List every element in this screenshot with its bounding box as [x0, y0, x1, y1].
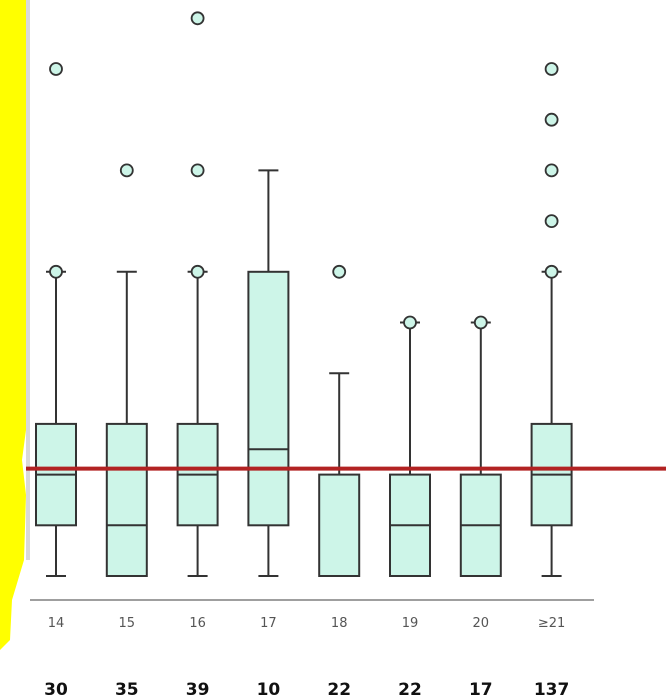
count-label-cat-4: 22 — [327, 680, 351, 699]
outlier-point-cat-7-1 — [544, 214, 559, 229]
outlier-point-cat-6-0 — [473, 315, 488, 330]
outlier-point-cat-7-0 — [544, 264, 559, 279]
sidebar-shadow — [26, 0, 30, 560]
x-tick-label-cat-6: 20 — [473, 616, 490, 631]
outlier-point-cat-7-2 — [544, 163, 559, 178]
x-tick-label-cat-3: 17 — [260, 616, 277, 631]
outlier-point-cat-4-0 — [332, 264, 347, 279]
sidebar-panel — [0, 0, 26, 650]
count-label-cat-2: 39 — [186, 680, 210, 699]
count-label-cat-6: 17 — [469, 680, 493, 699]
outlier-point-cat-2-0 — [190, 264, 205, 279]
x-tick-label-cat-4: 18 — [331, 616, 348, 631]
count-label-cat-3: 10 — [257, 680, 281, 699]
outlier-point-cat-7-3 — [544, 112, 559, 127]
x-tick-label-cat-7: ≥21 — [538, 616, 565, 631]
count-label-cat-5: 22 — [398, 680, 422, 699]
count-label-cat-1: 35 — [115, 680, 139, 699]
x-tick-label-cat-5: 19 — [402, 616, 419, 631]
outlier-point-cat-0-0 — [49, 264, 63, 279]
count-label-cat-7: 137 — [534, 680, 570, 699]
x-tick-label-cat-2: 16 — [189, 616, 206, 631]
outlier-point-cat-5-0 — [403, 315, 417, 330]
x-tick-label-cat-1: 15 — [119, 616, 136, 631]
outlier-point-cat-2-2 — [190, 11, 205, 26]
outlier-point-cat-2-1 — [190, 163, 205, 178]
outlier-point-cat-1-0 — [119, 163, 134, 178]
box-cat-1 — [105, 422, 148, 577]
count-label-cat-0: 30 — [44, 680, 68, 699]
box-cat-4 — [318, 473, 361, 578]
outlier-point-cat-7-4 — [544, 62, 559, 76]
outlier-point-cat-0-1 — [49, 62, 63, 76]
x-tick-label-cat-0: 14 — [48, 616, 65, 631]
box-cat-3 — [247, 270, 290, 527]
